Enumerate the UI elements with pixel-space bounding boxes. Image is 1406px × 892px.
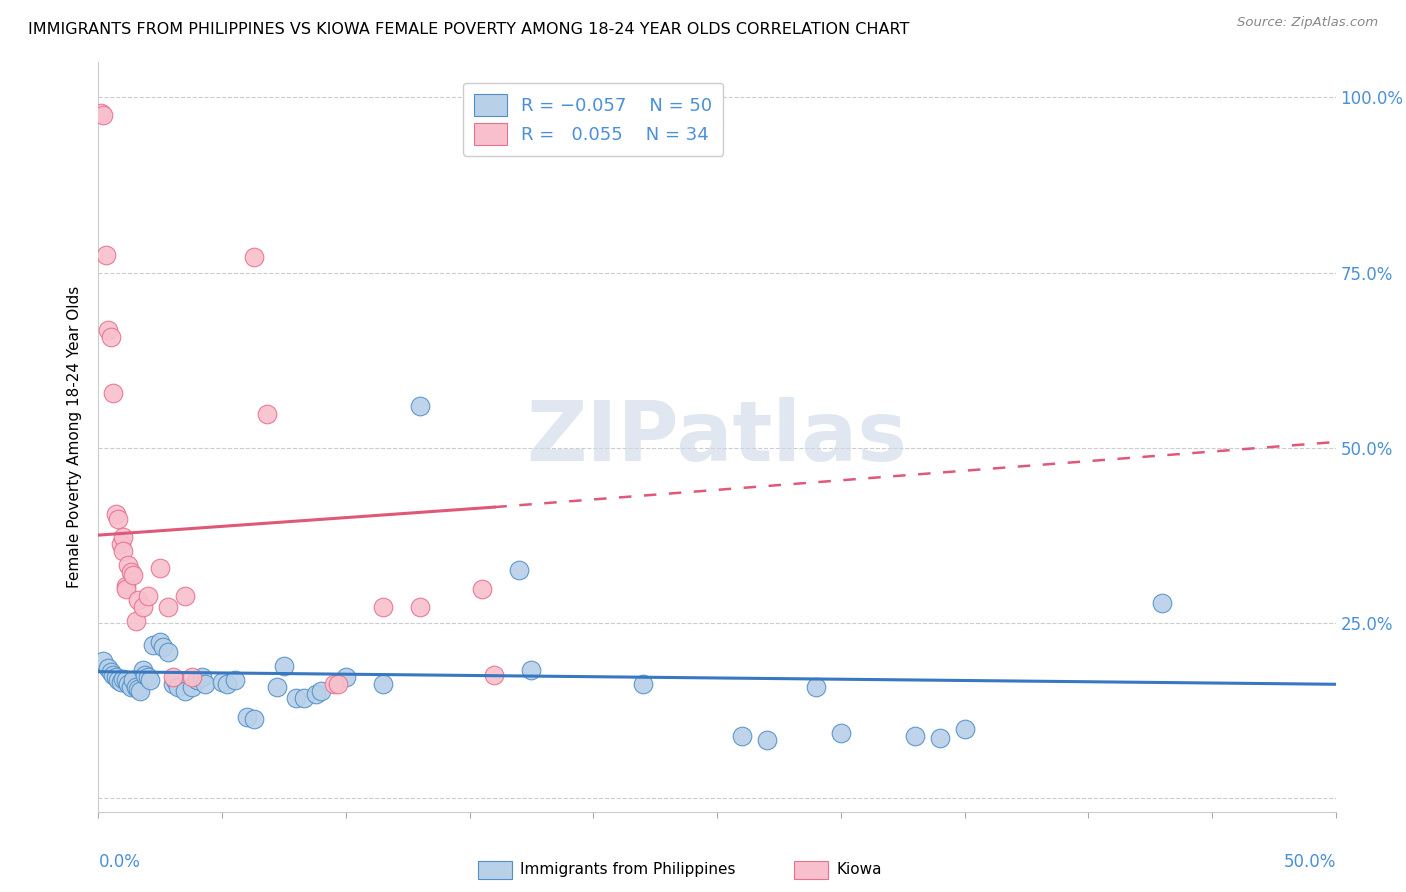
Point (409, 399, 432, 413)
Point (112, 530, 135, 544)
Point (166, 680, 188, 694)
Point (266, 680, 288, 694)
Point (243, 250, 266, 264)
Point (162, 677, 184, 691)
Point (90, 106, 112, 120)
Point (309, 684, 332, 698)
Point (107, 673, 129, 687)
Point (520, 663, 543, 677)
Point (285, 691, 308, 706)
Point (292, 691, 315, 706)
Point (191, 670, 214, 684)
Point (132, 600, 155, 615)
Legend: R = −0.057    N = 50, R =   0.055    N = 34: R = −0.057 N = 50, R = 0.055 N = 34 (464, 83, 723, 155)
Point (136, 589, 159, 603)
Point (224, 673, 246, 687)
Point (112, 672, 135, 686)
Point (174, 684, 197, 698)
Point (162, 670, 184, 684)
Point (371, 677, 394, 691)
Point (124, 614, 146, 628)
Point (156, 600, 179, 615)
Point (181, 670, 204, 684)
Point (112, 544, 135, 558)
Point (139, 673, 162, 687)
Point (104, 670, 127, 684)
Point (149, 635, 172, 649)
Point (120, 566, 142, 580)
Text: 0.0%: 0.0% (98, 853, 141, 871)
Point (93, 654, 115, 668)
Text: Immigrants from Philippines: Immigrants from Philippines (520, 863, 735, 877)
Point (117, 558, 139, 573)
Point (165, 673, 187, 687)
Point (152, 640, 174, 655)
Point (110, 537, 132, 551)
Point (132, 663, 155, 677)
Point (928, 731, 950, 746)
Point (114, 579, 136, 593)
Point (409, 600, 432, 615)
Point (335, 670, 357, 684)
Point (103, 668, 125, 682)
Point (122, 568, 145, 582)
Point (97, 323, 120, 337)
Point (236, 710, 259, 724)
Point (97, 661, 120, 675)
Point (117, 677, 139, 691)
Point (371, 600, 394, 615)
Point (484, 668, 506, 682)
Point (731, 729, 754, 743)
Point (174, 589, 197, 603)
Point (211, 675, 233, 690)
Text: ZIPatlas: ZIPatlas (527, 397, 907, 477)
Point (124, 680, 146, 694)
Point (508, 563, 530, 577)
Point (122, 673, 145, 687)
Point (243, 712, 266, 726)
Point (142, 638, 165, 652)
Point (256, 407, 278, 421)
Point (194, 677, 217, 691)
Point (181, 680, 204, 694)
Point (953, 722, 976, 736)
Point (305, 687, 328, 701)
Point (104, 507, 127, 521)
Point (114, 582, 136, 596)
Point (127, 682, 149, 697)
Point (755, 733, 778, 747)
Text: IMMIGRANTS FROM PHILIPPINES VS KIOWA FEMALE POVERTY AMONG 18-24 YEAR OLDS CORREL: IMMIGRANTS FROM PHILIPPINES VS KIOWA FEM… (28, 22, 910, 37)
Point (100, 330, 122, 344)
Point (136, 670, 159, 684)
Point (804, 680, 827, 694)
Point (120, 680, 142, 694)
Point (186, 673, 208, 687)
Point (1152, 596, 1174, 610)
Point (149, 561, 172, 575)
Point (156, 645, 179, 659)
Point (129, 684, 152, 698)
Point (114, 673, 136, 687)
Point (134, 668, 156, 682)
Point (94, 248, 117, 262)
Point (830, 726, 852, 740)
Point (471, 582, 494, 596)
Point (322, 677, 344, 691)
Text: Kiowa: Kiowa (837, 863, 882, 877)
Point (93, 108, 115, 122)
Point (631, 677, 654, 691)
Y-axis label: Female Poverty Among 18-24 Year Olds: Female Poverty Among 18-24 Year Olds (67, 286, 83, 588)
Text: 50.0%: 50.0% (1284, 853, 1336, 871)
Point (107, 512, 129, 526)
Text: Source: ZipAtlas.com: Source: ZipAtlas.com (1237, 16, 1378, 29)
Point (103, 386, 125, 401)
Point (273, 659, 295, 673)
Point (127, 593, 149, 607)
Point (217, 677, 239, 691)
Point (328, 677, 350, 691)
Point (904, 729, 927, 743)
Point (110, 675, 132, 690)
Point (100, 665, 122, 679)
